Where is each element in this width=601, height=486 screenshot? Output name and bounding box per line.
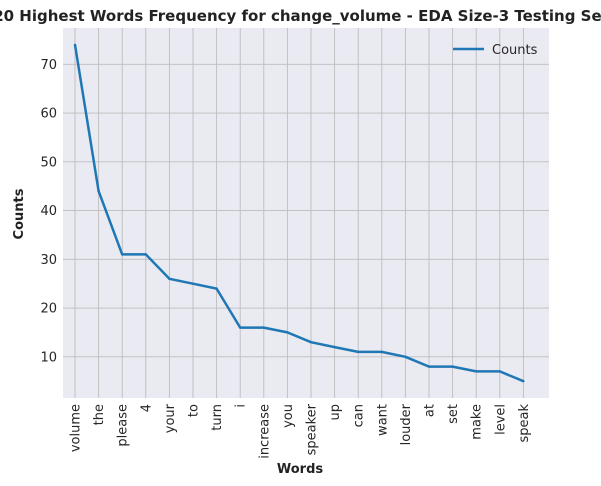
- x-tick-label: please: [116, 404, 131, 447]
- x-tick-label: the: [92, 404, 107, 425]
- y-axis-label: Counts: [12, 188, 27, 239]
- y-tick-label: 40: [40, 204, 57, 219]
- y-gridlines: [63, 63, 549, 358]
- x-tick-label: to: [187, 404, 202, 417]
- data-point: [215, 287, 218, 290]
- data-point: [498, 370, 501, 373]
- plot-background: [63, 28, 549, 398]
- x-tick-label: at: [423, 404, 438, 417]
- x-tick-label: turn: [210, 404, 225, 431]
- data-point: [309, 340, 313, 344]
- data-point: [522, 379, 525, 383]
- series-layer: [73, 43, 525, 383]
- series-line-counts: [73, 44, 524, 383]
- x-tick-label: you: [281, 404, 296, 428]
- legend: Counts: [453, 43, 538, 58]
- data-point: [97, 189, 100, 193]
- data-point: [451, 365, 454, 368]
- data-point: [286, 331, 289, 334]
- data-point: [144, 253, 147, 256]
- data-point: [73, 43, 77, 47]
- x-tick-label: increase: [257, 404, 272, 459]
- data-point: [475, 370, 478, 373]
- x-tick-label: speak: [517, 404, 532, 443]
- y-tick-label: 60: [40, 107, 57, 122]
- x-tick-label: up: [328, 404, 343, 421]
- x-tick-label: set: [446, 404, 461, 424]
- x-tick-label: can: [352, 404, 367, 427]
- x-tick-label: level: [493, 404, 508, 435]
- x-tick-label: want: [375, 404, 390, 436]
- data-point: [239, 326, 242, 329]
- data-point: [333, 345, 336, 349]
- data-point: [168, 277, 171, 281]
- data-point: [191, 282, 195, 285]
- data-point: [380, 350, 383, 354]
- data-point: [262, 326, 265, 329]
- x-tick-label: make: [470, 404, 485, 440]
- y-tick-label: 20: [40, 302, 57, 317]
- data-point: [357, 350, 360, 354]
- y-tick-label: 70: [40, 58, 57, 73]
- data-point: [427, 365, 431, 368]
- data-point: [121, 253, 124, 256]
- x-gridlines: [74, 28, 524, 398]
- x-axis-label: Words: [277, 462, 324, 477]
- x-tick-label: your: [163, 403, 178, 433]
- y-tick-label: 30: [40, 253, 57, 268]
- y-tick-label: 10: [40, 350, 57, 365]
- x-tick-label: i: [234, 404, 249, 408]
- x-tick-labels: volume the please 4 your to turn i increase you sp…: [69, 403, 532, 458]
- x-tick-label: volume: [69, 404, 84, 452]
- y-tick-label: 50: [40, 155, 57, 170]
- chart-title: 20 Highest Words Frequency for change_vo…: [0, 7, 601, 25]
- x-tick-label: louder: [399, 403, 414, 445]
- x-tick-label: speaker: [305, 403, 320, 455]
- x-tick-label: 4: [139, 404, 154, 412]
- legend-label-counts: Counts: [492, 43, 538, 58]
- y-tick-labels: 10 20 30 40 50 60 70: [40, 58, 57, 365]
- data-point: [404, 355, 407, 359]
